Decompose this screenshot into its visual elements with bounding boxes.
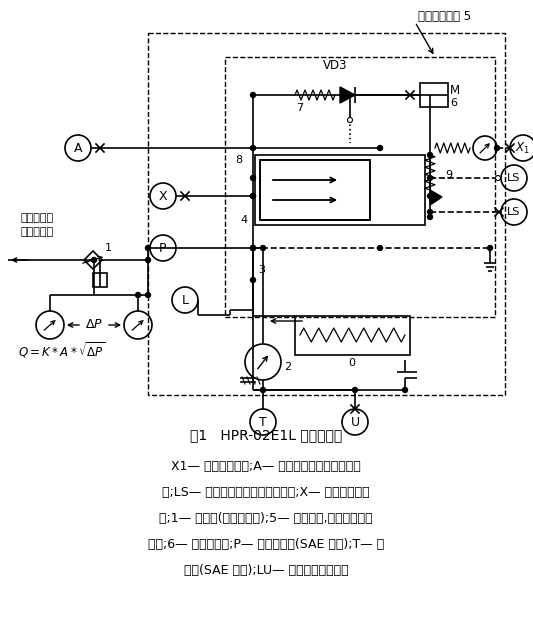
Text: $Q=K*A*\sqrt{\Delta P}$: $Q=K*A*\sqrt{\Delta P}$ (18, 340, 105, 360)
Text: 1: 1 (105, 243, 112, 253)
Circle shape (495, 145, 499, 150)
Circle shape (251, 175, 255, 180)
Bar (255, 155, 425, 225)
Text: 油口(SAE 标准);LU— 壳体注油／排气口: 油口(SAE 标准);LU— 壳体注油／排气口 (184, 564, 348, 577)
Text: 7: 7 (296, 103, 304, 113)
Text: 信号;6— 比例电磁铁;P— 高压油出口(SAE 标准);T— 吸: 信号;6— 比例电磁铁;P— 高压油出口(SAE 标准);T— 吸 (148, 538, 384, 552)
Text: VD3: VD3 (323, 58, 348, 72)
Text: M: M (450, 83, 460, 97)
Text: 负荷传感阀: 负荷传感阀 (20, 227, 53, 237)
Circle shape (427, 214, 432, 220)
Bar (93, 273, 107, 287)
Text: 口;LS— 负载压力引入油口和测量口;X— 变量压力测量: 口;LS— 负载压力引入油口和测量口;X— 变量压力测量 (162, 486, 370, 499)
Bar (420, 83, 448, 107)
Circle shape (92, 257, 96, 262)
Text: 2: 2 (284, 362, 291, 372)
Text: 口;1— 调速阀(负荷传感阀);5— 外部管路,引入负载压力: 口;1— 调速阀(负荷传感阀);5— 外部管路,引入负载压力 (159, 513, 373, 525)
Circle shape (496, 175, 500, 180)
Circle shape (348, 118, 352, 122)
Circle shape (488, 246, 492, 250)
Polygon shape (430, 190, 442, 205)
Circle shape (251, 193, 255, 198)
Bar (295, 316, 410, 355)
Text: 负荷传感压力 5: 负荷传感压力 5 (418, 10, 471, 22)
Circle shape (251, 246, 255, 250)
Circle shape (146, 246, 150, 250)
Text: 6: 6 (450, 98, 457, 108)
Text: $X_1$: $X_1$ (515, 140, 530, 156)
Circle shape (251, 145, 255, 150)
Circle shape (427, 152, 432, 157)
Text: 4: 4 (241, 215, 248, 225)
Bar (260, 160, 370, 220)
Text: X1— 应急控制油口;A— 比例减压阀输出压力测量: X1— 应急控制油口;A— 比例减压阀输出压力测量 (171, 461, 361, 474)
Circle shape (402, 387, 408, 392)
Text: 可变节流孔: 可变节流孔 (20, 213, 53, 223)
Text: 8: 8 (235, 155, 242, 165)
Circle shape (146, 257, 150, 262)
Circle shape (377, 246, 383, 250)
Circle shape (146, 292, 150, 298)
Text: $\Delta P$: $\Delta P$ (85, 317, 103, 330)
Circle shape (251, 246, 255, 250)
Circle shape (251, 278, 255, 282)
Circle shape (377, 145, 383, 150)
Text: LS: LS (507, 207, 521, 217)
Text: 0: 0 (349, 358, 356, 368)
Text: T: T (259, 415, 267, 429)
Circle shape (427, 209, 432, 214)
Circle shape (251, 93, 255, 97)
Polygon shape (340, 87, 355, 103)
Circle shape (261, 387, 265, 392)
Text: 图1   HPR-02E1L 液压原理图: 图1 HPR-02E1L 液压原理图 (190, 428, 342, 442)
Text: 3: 3 (258, 265, 265, 275)
Text: A: A (74, 141, 82, 154)
Text: LS: LS (507, 173, 521, 183)
Circle shape (251, 193, 255, 198)
Text: P: P (159, 241, 167, 255)
Circle shape (352, 387, 358, 392)
Text: L: L (182, 294, 189, 307)
Text: U: U (350, 415, 360, 429)
Circle shape (427, 175, 432, 180)
Circle shape (261, 246, 265, 250)
Text: 9: 9 (445, 170, 452, 180)
Circle shape (427, 193, 432, 198)
Circle shape (135, 292, 141, 298)
Text: X: X (159, 189, 167, 202)
